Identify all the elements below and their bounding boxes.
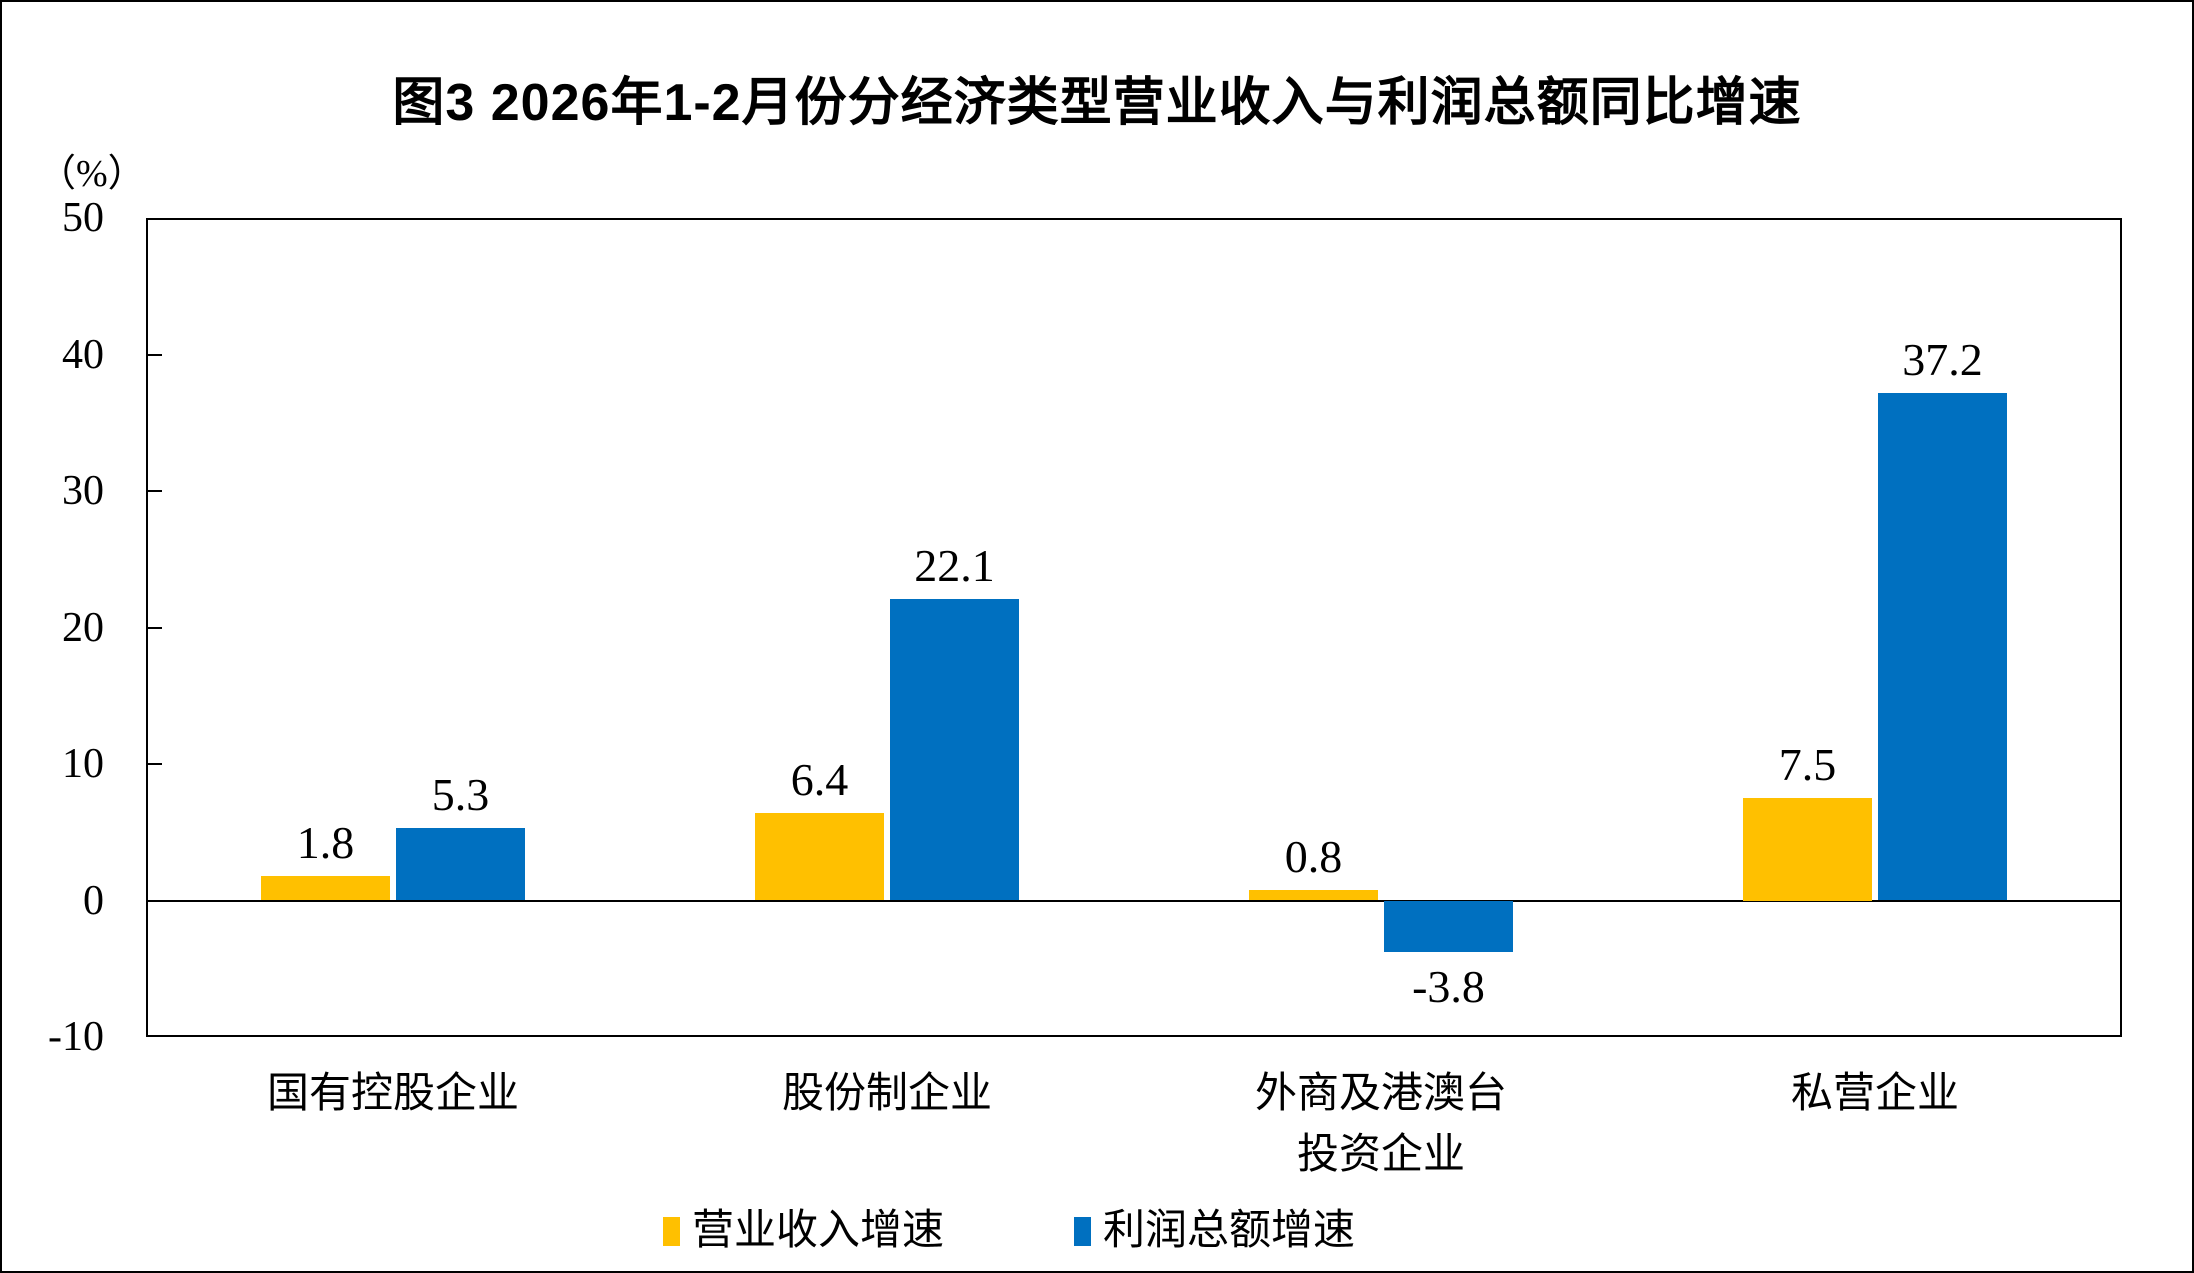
- legend-label-profit: 利润总额增速: [1103, 1208, 1356, 1254]
- y-tick-mark: [146, 490, 162, 492]
- legend-label-revenue: 营业收入增速: [691, 1208, 944, 1254]
- bar-value-label: 0.8: [1284, 830, 1343, 882]
- y-tick-mark: [146, 353, 162, 356]
- bar-value-label: 7.5: [1778, 739, 1837, 791]
- y-tick-mark: [146, 763, 162, 765]
- bar-value-label: 37.2: [1902, 333, 1983, 385]
- bar-value-label: -3.8: [1412, 961, 1485, 1013]
- bar-value-label: 1.8: [296, 816, 355, 868]
- revenue-bar: [261, 875, 390, 901]
- revenue-bar: [1743, 798, 1872, 901]
- profit-bar: [890, 598, 1019, 901]
- y-tick-label: 0: [83, 877, 104, 924]
- category-label: 外商及港澳台 投资企业: [1254, 1071, 1507, 1178]
- category-label: 私营企业: [1790, 1071, 1959, 1117]
- y-tick-label: 50: [62, 195, 104, 241]
- category-label: 股份制企业: [781, 1071, 992, 1117]
- legend-item-profit: 利润总额增速: [1074, 1210, 1355, 1252]
- revenue-bar: [755, 813, 884, 901]
- zero-axis-line: [146, 899, 2122, 902]
- bar-value-label: 5.3: [431, 769, 490, 821]
- profit-bar: [1878, 392, 2007, 901]
- y-tick-label: 20: [62, 604, 104, 651]
- y-tick-label: 10: [62, 741, 104, 787]
- revenue-series-swatch-icon: [662, 1216, 680, 1246]
- y-tick-label: -10: [48, 1014, 104, 1060]
- legend: 营业收入增速 利润总额增速: [2, 1208, 2104, 1254]
- chart-title: 图3 2026年1-2月份分经济类型营业收入与利润总额同比增速: [392, 74, 1802, 132]
- category-label: 国有控股企业: [266, 1071, 519, 1117]
- profit-bar: [396, 828, 525, 901]
- legend-item-revenue: 营业收入增速: [662, 1208, 944, 1254]
- bar-value-label: 22.1: [914, 539, 995, 591]
- y-tick-mark: [146, 626, 162, 629]
- revenue-bar: [1249, 889, 1378, 901]
- profit-bar: [1384, 900, 1513, 953]
- y-tick-label: 40: [62, 331, 104, 378]
- y-axis-unit-label: （%）: [38, 153, 146, 195]
- y-tick-label: 30: [62, 468, 104, 514]
- bar-value-label: 6.4: [790, 754, 849, 806]
- profit-series-swatch-icon: [1074, 1216, 1091, 1246]
